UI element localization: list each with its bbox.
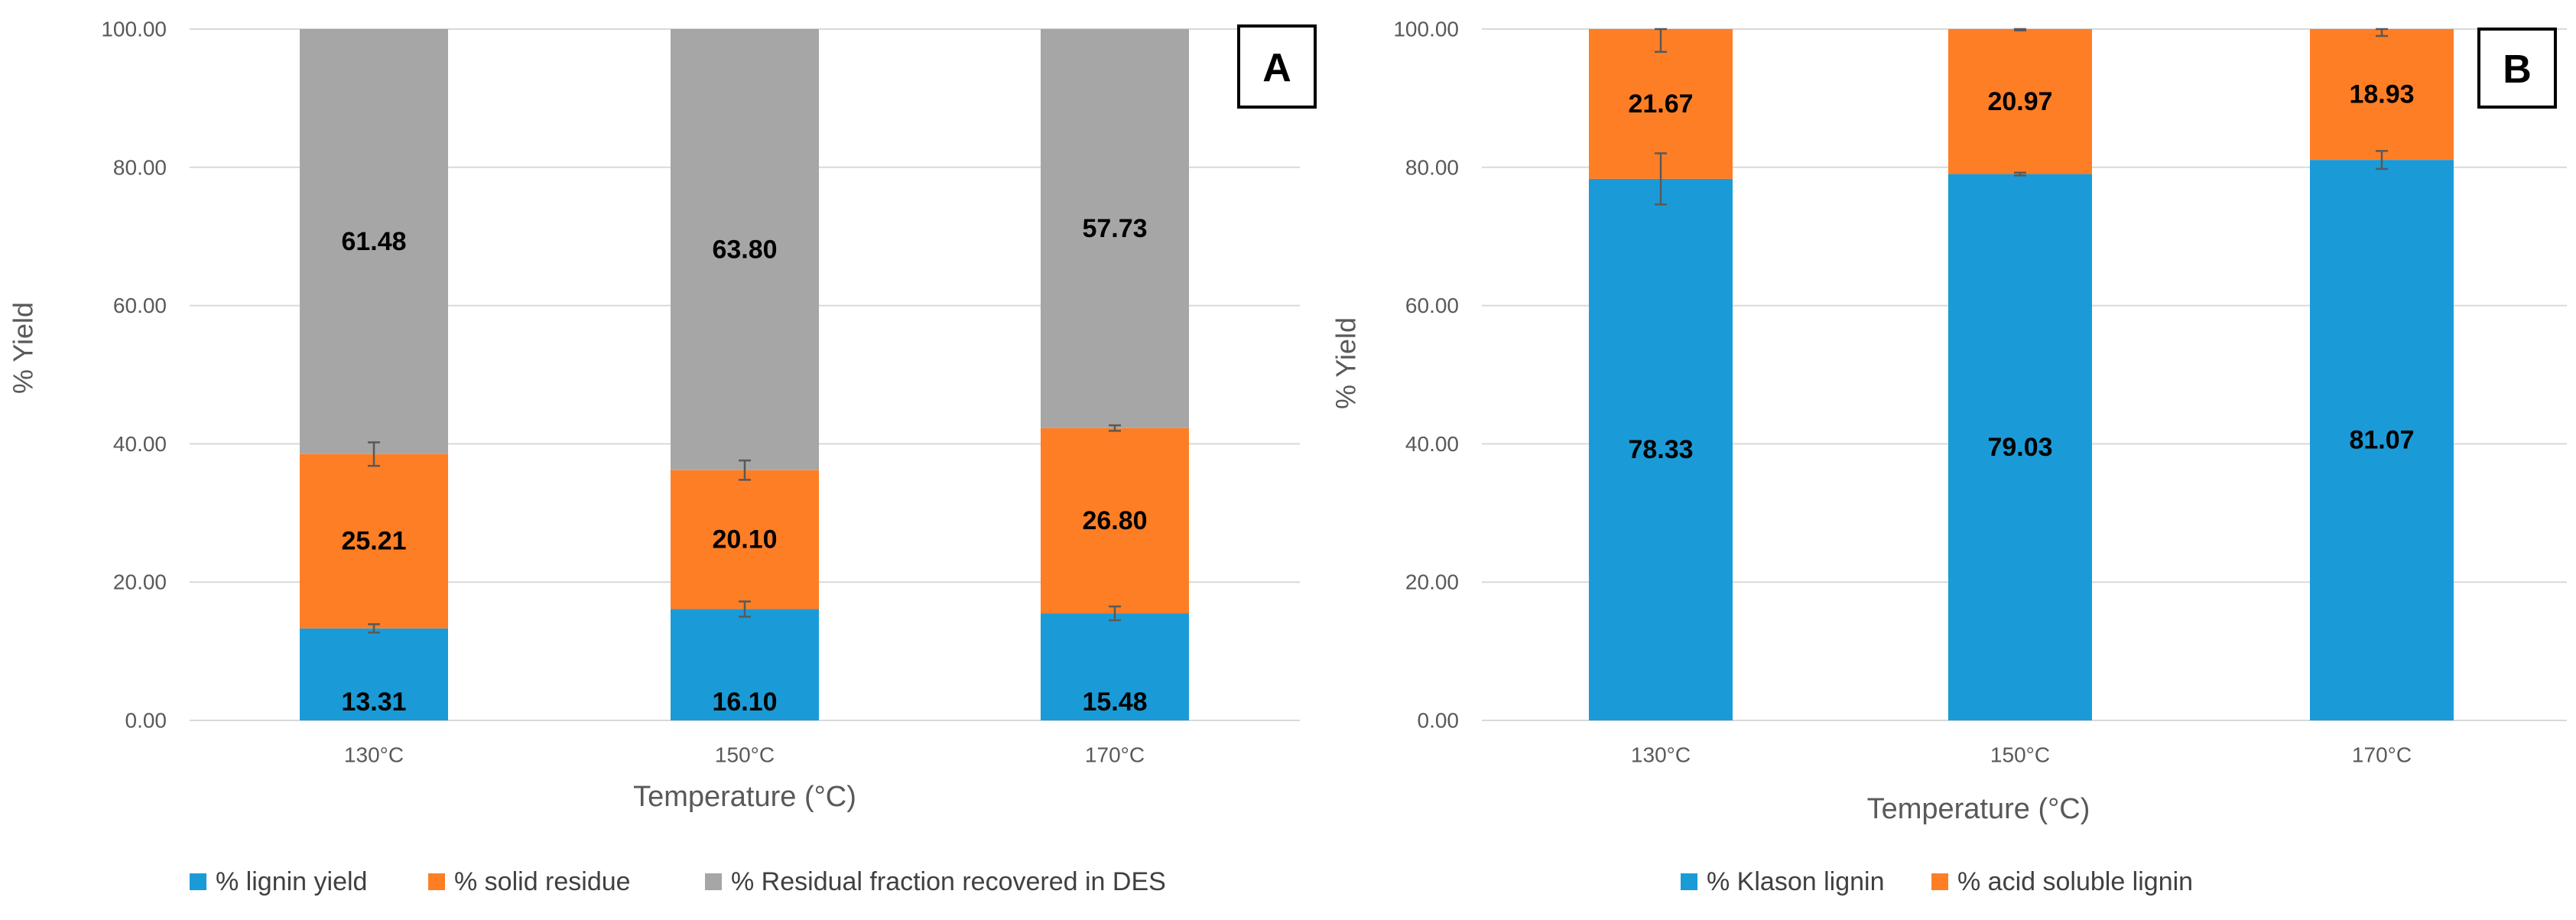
- y-tick-label: 40.00: [113, 432, 167, 456]
- legend-label: % lignin yield: [216, 867, 367, 896]
- bar-segment: [1948, 174, 2092, 721]
- data-label: 13.31: [341, 688, 406, 717]
- bar-segment: [1589, 178, 1733, 721]
- legend-label: % Residual fraction recovered in DES: [731, 867, 1166, 896]
- x-tick-label: 170°C: [1085, 743, 1145, 767]
- y-tick-label: 60.00: [113, 294, 167, 317]
- data-label: 21.67: [1628, 89, 1693, 119]
- x-tick-label: 170°C: [2352, 743, 2412, 767]
- legend-swatch: [1681, 873, 1697, 890]
- panel-label: A: [1262, 46, 1291, 90]
- data-label: 79.03: [1987, 433, 2052, 462]
- y-tick-label: 0.00: [1418, 709, 1460, 733]
- data-label: 16.10: [712, 688, 777, 717]
- legend-label: % Klason lignin: [1707, 867, 1884, 896]
- panel-label-box: [1237, 24, 1317, 109]
- legend-label: % acid soluble lignin: [1957, 867, 2193, 896]
- legend-swatch: [190, 873, 206, 890]
- bar-segment: [2310, 160, 2454, 720]
- bar-segment: [671, 29, 819, 470]
- panel-label: B: [2503, 47, 2532, 92]
- bar-segment: [671, 470, 819, 610]
- x-axis-title: Temperature (°C): [633, 781, 856, 813]
- legend-swatch: [1931, 873, 1948, 890]
- bar-segment: [1041, 613, 1189, 720]
- legend-label: % solid residue: [454, 867, 631, 896]
- data-label: 20.10: [712, 525, 777, 554]
- y-tick-label: 0.00: [125, 709, 167, 733]
- legend-swatch: [705, 873, 722, 890]
- x-tick-label: 130°C: [1631, 743, 1691, 767]
- y-tick-label: 100.00: [101, 18, 167, 41]
- y-tick-label: 20.00: [113, 571, 167, 594]
- x-tick-label: 130°C: [344, 743, 404, 767]
- y-tick-label: 60.00: [1405, 294, 1459, 317]
- data-label: 25.21: [341, 527, 406, 556]
- y-axis-title: % Yield: [8, 302, 39, 394]
- bar-segment: [671, 609, 819, 720]
- bar-segment: [300, 29, 448, 454]
- data-label: 81.07: [2349, 426, 2414, 455]
- bar-segment: [300, 628, 448, 720]
- x-tick-label: 150°C: [715, 743, 775, 767]
- data-label: 15.48: [1082, 688, 1147, 717]
- y-tick-label: 40.00: [1405, 432, 1459, 456]
- bar-segment: [1948, 29, 2092, 174]
- data-label: 57.73: [1082, 214, 1147, 243]
- data-label: 78.33: [1628, 435, 1693, 464]
- data-label: 18.93: [2349, 80, 2414, 109]
- bar-segment: [2310, 29, 2454, 161]
- bar-segment: [1041, 28, 1189, 428]
- panel-label-box: [2477, 28, 2557, 109]
- y-tick-label: 100.00: [1393, 18, 1459, 41]
- y-tick-label: 80.00: [1405, 155, 1459, 179]
- y-axis-title: % Yield: [1330, 317, 1362, 409]
- data-label: 63.80: [712, 235, 777, 264]
- data-label: 61.48: [341, 227, 406, 256]
- data-label: 26.80: [1082, 506, 1147, 535]
- y-tick-label: 20.00: [1405, 571, 1459, 594]
- y-tick-label: 80.00: [113, 155, 167, 179]
- bar-segment: [300, 453, 448, 629]
- x-axis-title: Temperature (°C): [1867, 793, 2090, 825]
- legend-swatch: [428, 873, 445, 890]
- data-label: 20.97: [1987, 87, 2052, 116]
- bar-segment: [1041, 427, 1189, 614]
- x-tick-label: 150°C: [1990, 743, 2050, 767]
